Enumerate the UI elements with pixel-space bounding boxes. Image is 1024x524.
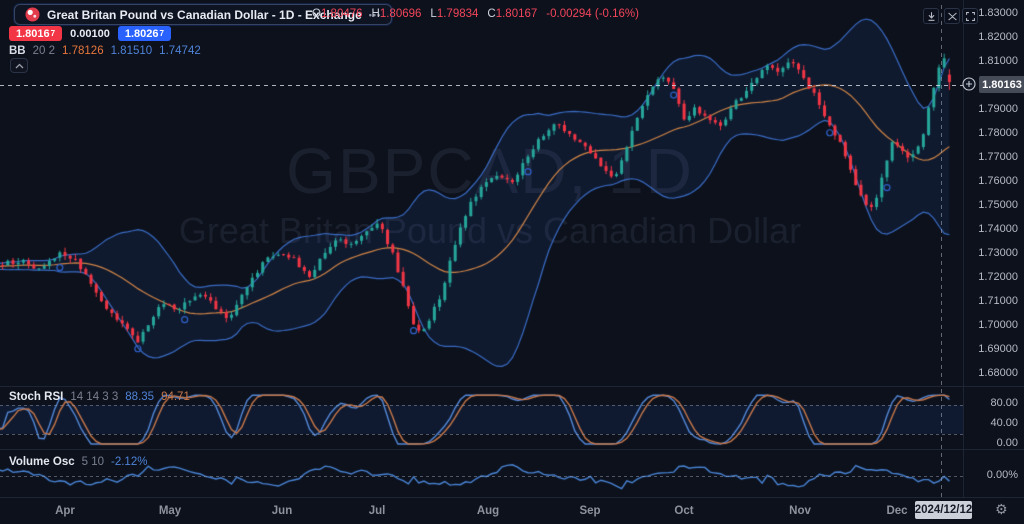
symbol-title: Great Britan Pound vs Canadian Dollar - … [47,7,362,22]
crosshair-vline [941,5,942,497]
spread-value: 0.00100 [70,27,110,40]
bb-params: 20 2 [32,45,56,57]
gear-icon: ⚙ [995,502,1008,518]
bid-value: 1.8016 [16,27,50,40]
collapse-indicators-button[interactable] [10,58,28,73]
close-label: C [487,8,496,20]
month-label: Oct [674,505,694,517]
stoch-upper-level-line [0,405,963,406]
month-label: Sep [579,505,601,517]
price-tick-label: 1.78000 [978,127,1018,139]
volume-level-label: 0.00% [986,469,1018,481]
open-value: 1.80476 [320,8,363,20]
price-tick-label: 1.75000 [978,199,1018,211]
bb-name: BB [9,45,26,57]
month-label: Aug [476,505,500,517]
month-label: Jul [368,505,386,517]
plus-circle-icon [962,77,976,91]
volume-title: Volume Osc [9,456,75,468]
price-tick-label: 1.72000 [978,271,1018,283]
ask-value: 1.8026 [124,27,159,40]
volume-pane-header[interactable]: Volume Osc 5 10 -2.12% [9,456,147,468]
stoch-level-label: 80.00 [990,397,1018,409]
price-tick-label: 1.70000 [978,319,1018,331]
maximize-icon [947,12,957,20]
fullscreen-button[interactable] [962,8,978,24]
pane-divider-volume[interactable] [0,449,1024,450]
month-label: Nov [789,505,811,517]
stoch-title: Stoch RSI [9,391,64,403]
volume-value: -2.12% [111,456,148,468]
price-tick-label: 1.79000 [978,103,1018,115]
maximize-pane-button[interactable] [944,8,960,24]
price-tick-label: 1.74000 [978,223,1018,235]
symbol-header-pill[interactable]: Great Britan Pound vs Canadian Dollar - … [14,4,393,25]
month-label: May [158,505,182,517]
volume-params: 5 10 [81,456,105,468]
open-label: O [312,8,321,20]
plus-circle-button[interactable] [962,77,976,96]
stoch-k-value: 88.35 [125,391,155,403]
current-price-badge: 1.80163 [979,76,1024,93]
bb-lower-value: 1.74742 [159,45,201,57]
low-label: L [430,8,437,20]
high-label: H [371,8,380,20]
price-tick-label: 1.71000 [978,295,1018,307]
bid-ask-row: 1.8016 7 0.00100 1.8026 7 [9,26,171,41]
change-value: -0.00294 (-0.16%) [546,8,639,20]
price-tick-label: 1.69000 [978,343,1018,355]
price-tick-label: 1.81000 [978,55,1018,67]
price-tick-label: 1.82000 [978,31,1018,43]
stoch-pane-header[interactable]: Stoch RSI 14 14 3 3 88.35 94.71 [9,391,190,403]
bid-sup-digit: 7 [50,29,56,38]
close-value: 1.80167 [495,8,538,20]
price-tick-label: 1.76000 [978,175,1018,187]
bb-indicator-row[interactable]: BB 20 2 1.78126 1.81510 1.74742 [9,45,201,57]
pane-divider-stoch[interactable] [0,386,1024,387]
price-tick-label: 1.73000 [978,247,1018,259]
stoch-level-label: 40.00 [990,417,1018,429]
month-label: Apr [55,505,75,517]
month-label: Jun [271,505,293,517]
low-value: 1.79834 [436,8,479,20]
bb-basis-value: 1.78126 [62,45,104,57]
price-axis-separator[interactable] [963,0,964,497]
stoch-params: 14 14 3 3 [70,391,119,403]
chevron-up-icon [15,63,23,68]
fullscreen-icon [965,11,975,21]
bb-upper-value: 1.81510 [110,45,153,57]
current-price-line [0,85,963,86]
ask-sup-digit: 7 [159,29,164,38]
symbol-logo-icon [25,7,40,22]
price-tick-label: 1.68000 [978,367,1018,379]
arrow-down-icon [928,11,934,21]
volume-zero-line [0,476,963,477]
price-tick-label: 1.83000 [978,7,1018,19]
month-label: Dec [886,505,908,517]
bid-price-badge[interactable]: 1.8016 7 [9,26,63,41]
more-options-button[interactable]: ••• [368,9,382,20]
stoch-level-label: 0.00 [996,437,1018,449]
stoch-d-value: 94.71 [161,391,190,403]
ohlc-row: O1.80476 H1.80696 L1.79834 C1.80167 -0.0… [312,8,639,20]
scroll-to-recent-button[interactable] [923,8,939,24]
stoch-lower-level-line [0,434,963,435]
crosshair-date-badge: 2024/12/12 [915,501,972,519]
ask-price-badge[interactable]: 1.8026 7 [117,26,171,41]
price-tick-label: 1.77000 [978,151,1018,163]
high-value: 1.80696 [379,8,422,20]
timezone-gear-button[interactable]: ⚙ [995,502,1008,518]
time-axis-divider [0,497,1024,498]
